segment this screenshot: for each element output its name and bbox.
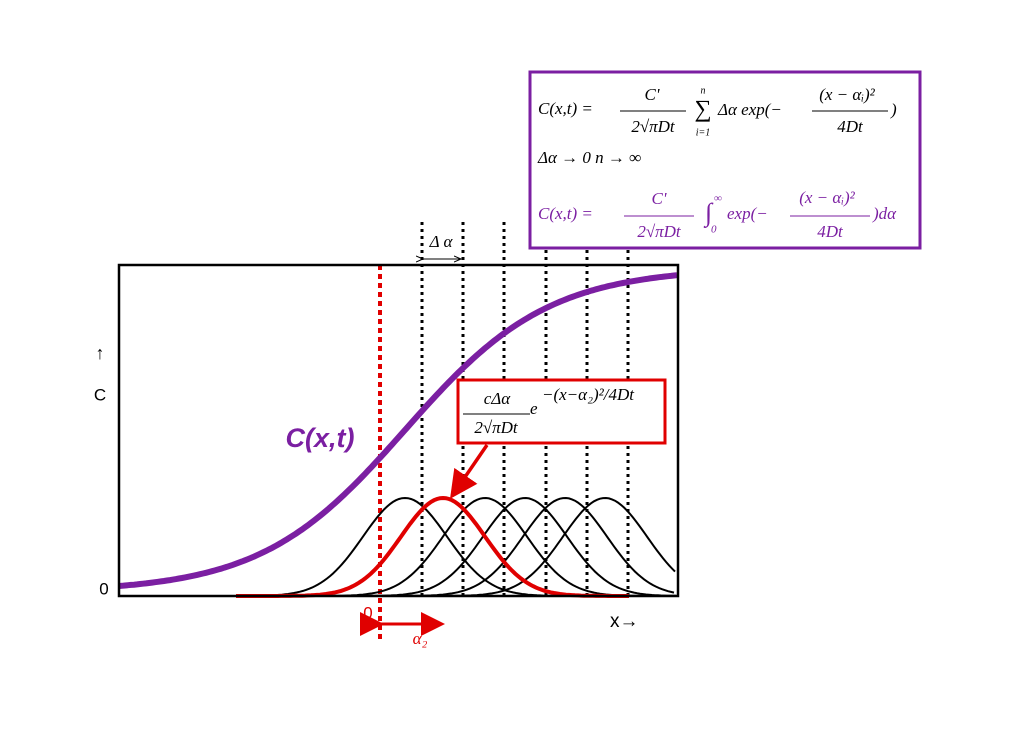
y-axis-arrow: ↑ [96,343,105,363]
eq-lhs: C(x,t) = [538,99,593,118]
term-arrow [450,444,489,499]
equation-1: C(x,t) = C' 2√πDt n ∑ i=1 Δα exp(− (x − … [538,85,897,138]
eq-lhs: C(x,t) = [538,204,593,223]
eq-close: ) [890,100,897,119]
y-axis-zero: 0 [99,579,108,598]
gaussian [239,496,573,597]
eq-num: C' [652,189,667,208]
term-box [456,378,667,445]
term-exponent: −(x−α₂)²/4Dt [542,385,635,404]
term-den: 2√πDt [474,418,519,437]
gaussian [395,496,675,597]
sum-sign: ∑ [694,97,711,123]
eq-den: 2√πDt [637,222,682,241]
int-top: ∞ [714,193,722,205]
term-base: e [530,399,538,418]
plot-frame [117,263,680,598]
gaussian [355,496,676,597]
y-axis-label: C [94,385,106,404]
eq-num: C' [645,85,660,104]
eq-body: Δα exp(− [717,100,782,119]
eq-close: )dα [872,204,897,223]
gaussian-alpha2 [236,495,629,598]
sum-top: n [701,85,706,96]
sum-bottom: i=1 [696,127,711,138]
exp-num: (x − αᵢ)² [799,188,855,207]
gaussian [315,496,654,597]
equation-3: C(x,t) = C' 2√πDt ∫ ∞ 0 exp(− (x − αᵢ)² … [538,188,897,241]
curve-label: C(x,t) [286,423,355,453]
exp-num: (x − αᵢ)² [819,85,875,104]
c-curve [118,272,678,589]
eq-body: exp(− [727,204,768,223]
x-axis-label: x→ [610,611,639,632]
term-num: cΔα [484,389,512,408]
delta-alpha-label: Δ α [429,232,454,251]
gaussian [435,496,676,597]
alpha2-label: α₂ [413,629,428,648]
exp-den: 4Dt [817,222,844,241]
x-origin: 0 [363,603,372,622]
int-bottom: 0 [711,224,717,236]
term: cΔα 2√πDt e −(x−α₂)²/4Dt [463,385,635,437]
equation-2: Δα → 0 n → ∞ [537,148,641,167]
integral: ∫ [703,198,714,228]
exp-den: 4Dt [837,117,864,136]
equation-box [528,70,922,250]
eq-den: 2√πDt [631,117,676,136]
